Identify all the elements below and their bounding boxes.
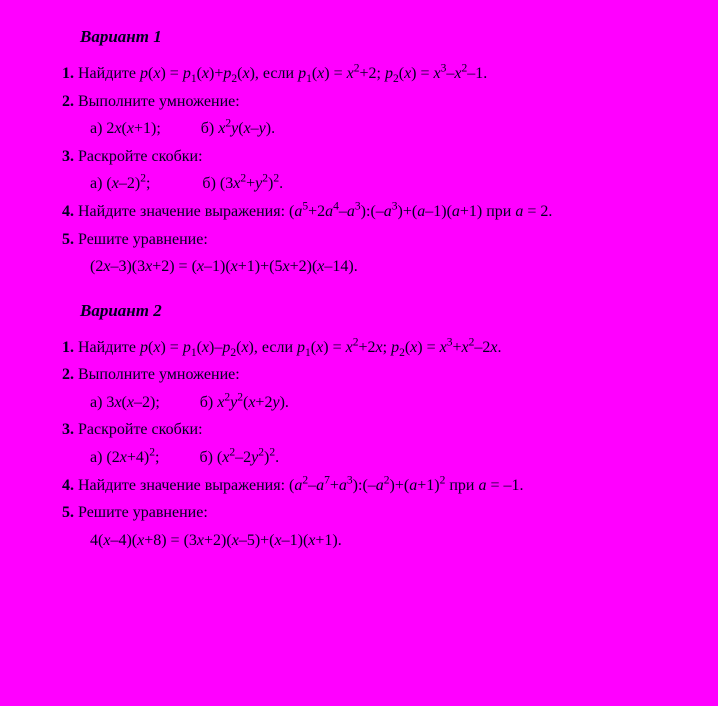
item-number: 5. xyxy=(62,504,74,521)
v2-item-5-sub: 4(x–4)(x+8) = (3x+2)(x–5)+(x–1)(x+1). xyxy=(90,530,708,552)
item-number: 1. xyxy=(62,339,74,356)
item-number: 2. xyxy=(62,93,74,110)
v2-item-5: 5. Решите уравнение: xyxy=(62,502,708,524)
item-text: Решите уравнение: xyxy=(78,504,208,521)
item-number: 4. xyxy=(62,477,74,494)
item-number: 2. xyxy=(62,366,74,383)
item-text: Решите уравнение: xyxy=(78,231,208,248)
v1-item-3: 3. Раскройте скобки: xyxy=(62,146,708,168)
v1-item-3-sub: а) (x–2)2; б) (3x2+y2)2. xyxy=(90,173,708,195)
v1-item-2: 2. Выполните умножение: xyxy=(62,91,708,113)
item-number: 5. xyxy=(62,231,74,248)
v1-item-5-sub: (2x–3)(3x+2) = (x–1)(x+1)+(5x+2)(x–14). xyxy=(90,256,708,278)
v2-item-3: 3. Раскройте скобки: xyxy=(62,419,708,441)
variant-1-title: Вариант 1 xyxy=(80,26,708,49)
v2-item-2-sub: а) 3x(x–2);б) x2y2(x+2y). xyxy=(90,392,708,414)
v2-item-3-sub: а) (2x+4)2;б) (x2–2y2)2. xyxy=(90,447,708,469)
v1-item-4: 4. Найдите значение выражения: (a5+2a4–a… xyxy=(20,201,708,223)
variant-1: Вариант 1 1. Найдите p(x) = p1(x)+p2(x),… xyxy=(20,26,708,278)
variant-2-title: Вариант 2 xyxy=(80,300,708,323)
item-text: Раскройте скобки: xyxy=(78,148,203,165)
item-text: Раскройте скобки: xyxy=(78,421,203,438)
v2-item-1: 1. Найдите p(x) = p1(x)–p2(x), если p1(x… xyxy=(62,337,708,359)
item-number: 3. xyxy=(62,148,74,165)
item-number: 4. xyxy=(62,203,74,220)
page: Вариант 1 1. Найдите p(x) = p1(x)+p2(x),… xyxy=(0,0,718,565)
v1-item-2-sub: а) 2x(x+1);б) x2y(x–y). xyxy=(90,118,708,140)
item-text: Выполните умножение: xyxy=(78,93,240,110)
item-text: Выполните умножение: xyxy=(78,366,240,383)
item-text: Найдите p(x) = p1(x)+p2(x), если p1(x) =… xyxy=(78,65,487,82)
v2-item-4: 4. Найдите значение выражения: (a2–a7+a3… xyxy=(20,475,708,497)
item-text: Найдите значение выражения: (a5+2a4–a3):… xyxy=(78,203,552,220)
item-number: 1. xyxy=(62,65,74,82)
item-text: Найдите значение выражения: (a2–a7+a3):(… xyxy=(78,477,524,494)
variant-2: Вариант 2 1. Найдите p(x) = p1(x)–p2(x),… xyxy=(20,300,708,552)
item-number: 3. xyxy=(62,421,74,438)
v1-item-1: 1. Найдите p(x) = p1(x)+p2(x), если p1(x… xyxy=(62,63,708,85)
v2-item-2: 2. Выполните умножение: xyxy=(62,364,708,386)
item-text: Найдите p(x) = p1(x)–p2(x), если p1(x) =… xyxy=(78,339,502,356)
v1-item-5: 5. Решите уравнение: xyxy=(62,229,708,251)
